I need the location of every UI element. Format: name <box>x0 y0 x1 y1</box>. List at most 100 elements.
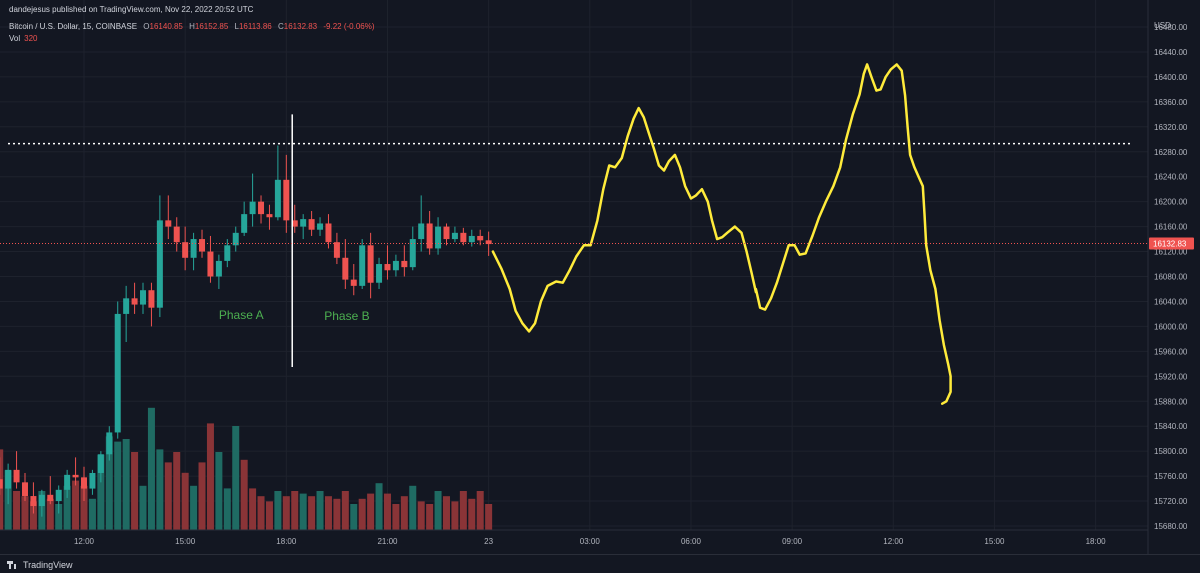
volume-bar <box>114 441 122 530</box>
candle <box>258 195 265 224</box>
price-tick-label: 16040.00 <box>1154 297 1188 306</box>
candle <box>165 195 172 240</box>
volume-bar <box>105 436 113 530</box>
candle <box>207 235 214 283</box>
volume-bar <box>442 496 450 530</box>
volume-bar <box>485 504 493 530</box>
time-tick-label: 21:00 <box>377 537 398 546</box>
candle <box>376 257 383 289</box>
volume-bar <box>55 504 63 530</box>
candle <box>89 469 96 495</box>
candle <box>38 489 45 517</box>
volume-bar <box>173 452 181 530</box>
time-tick-label: 18:00 <box>276 537 297 546</box>
time-tick-label: 03:00 <box>580 537 601 546</box>
volume-bar <box>249 488 257 530</box>
volume-bar <box>299 493 307 530</box>
candlesticks <box>0 145 492 517</box>
volume-bar <box>451 501 459 530</box>
phase-labels: Phase A Phase B <box>219 308 370 323</box>
volume-bar <box>122 439 130 530</box>
price-tick-label: 16320.00 <box>1154 123 1188 132</box>
time-tick-label: 15:00 <box>175 537 196 546</box>
candle <box>13 451 20 489</box>
volume-bar <box>257 496 265 530</box>
time-axis[interactable]: 12:00 15:00 18:00 21:00 23 03:00 06:00 09:00 12:… <box>0 529 1148 546</box>
candle <box>215 254 222 289</box>
candle <box>274 145 281 221</box>
candle <box>460 227 467 246</box>
volume-legend: Vol 320 <box>9 34 37 43</box>
volume-bar <box>0 449 4 530</box>
symbol-name: Bitcoin / U.S. Dollar, 15, COINBASE <box>9 22 138 31</box>
low-label: L <box>234 22 239 31</box>
candle <box>435 217 442 255</box>
price-tick-label: 16480.00 <box>1154 23 1188 32</box>
candle <box>131 282 138 314</box>
volume-bar <box>97 454 105 530</box>
symbol-legend: Bitcoin / U.S. Dollar, 15, COINBASE O161… <box>9 22 375 31</box>
candle <box>283 154 290 233</box>
candle <box>401 245 408 277</box>
time-tick-label: 23 <box>484 537 493 546</box>
projected-price-path[interactable] <box>491 63 952 405</box>
volume-bar <box>265 501 273 530</box>
phase-label: Phase B <box>324 309 369 323</box>
price-tick-label: 16400.00 <box>1154 73 1188 82</box>
price-tick-label: 16000.00 <box>1154 322 1188 331</box>
volume-bar <box>426 504 434 530</box>
candle <box>333 232 340 265</box>
volume-bar <box>156 449 164 530</box>
volume-bar <box>223 488 231 530</box>
volume-bar <box>131 452 139 530</box>
volume-bars <box>0 407 493 530</box>
current-price-tag-text: 16132.83 <box>1153 240 1187 249</box>
tradingview-brand[interactable]: TradingView <box>7 560 73 570</box>
candle <box>426 211 433 255</box>
volume-bar <box>308 496 316 530</box>
candle <box>384 245 391 280</box>
volume-bar <box>72 480 80 530</box>
candle <box>300 214 307 240</box>
volume-value: 320 <box>24 34 38 43</box>
candle <box>199 229 206 258</box>
candle <box>64 469 71 498</box>
volume-label: Vol <box>9 34 21 43</box>
price-axis[interactable]: USD 15680.00 15720.00 15760.00 15800.00 1584… <box>1147 0 1200 555</box>
price-axis-currency: USD <box>1154 21 1171 30</box>
candle <box>409 226 416 271</box>
candle <box>451 226 458 243</box>
candle <box>249 173 256 227</box>
volume-bar <box>80 485 88 530</box>
candle <box>418 195 425 252</box>
candle <box>266 204 273 230</box>
candle <box>342 239 349 289</box>
price-tick-label: 15720.00 <box>1154 497 1188 506</box>
candle <box>241 201 248 236</box>
candle <box>291 204 298 233</box>
price-tick-label: 16240.00 <box>1154 173 1188 182</box>
candle <box>55 485 62 514</box>
candle <box>114 301 121 439</box>
time-tick-label: 12:00 <box>74 537 95 546</box>
volume-bar <box>190 485 198 530</box>
candle <box>47 476 54 505</box>
price-tick-label: 16280.00 <box>1154 148 1188 157</box>
price-tick-label: 15880.00 <box>1154 397 1188 406</box>
candle <box>5 463 12 505</box>
time-tick-label: 15:00 <box>984 537 1005 546</box>
candle <box>97 451 104 483</box>
close-value: 16132.83 <box>283 22 318 31</box>
volume-bar <box>350 504 358 530</box>
price-tick-label: 15920.00 <box>1154 372 1188 381</box>
volume-bar <box>459 491 467 530</box>
candle <box>308 211 315 236</box>
price-tick-label: 15840.00 <box>1154 422 1188 431</box>
candle <box>173 217 180 252</box>
high-label: H <box>189 22 195 31</box>
volume-bar <box>206 423 214 530</box>
volume-bar <box>367 493 375 530</box>
brand-name: TradingView <box>23 560 73 570</box>
volume-bar <box>139 485 147 530</box>
